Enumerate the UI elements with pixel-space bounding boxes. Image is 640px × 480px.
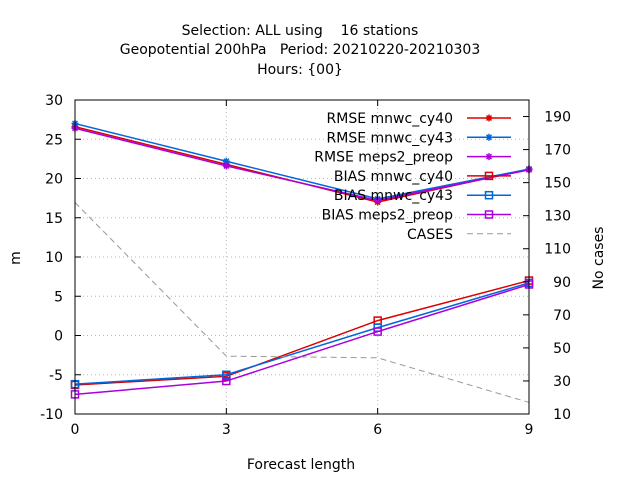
legend-label: BIAS mnwc_cy40 bbox=[334, 169, 453, 185]
y-tick-label: 25 bbox=[45, 132, 63, 148]
y-axis-label: m bbox=[8, 251, 24, 265]
legend-marker bbox=[484, 171, 494, 181]
x-tick-label: 9 bbox=[525, 422, 534, 438]
y-tick-label: 10 bbox=[45, 250, 63, 266]
legend: RMSE mnwc_cy40 RMSE mnwc_cy43 RMSE meps2_p… bbox=[314, 111, 511, 243]
legend-label: RMSE meps2_preop bbox=[314, 150, 453, 166]
y2-tick-label: 170 bbox=[544, 143, 571, 159]
legend-marker bbox=[485, 153, 493, 161]
y-tick-label: 5 bbox=[54, 289, 63, 305]
legend-marker bbox=[485, 133, 493, 141]
legend-marker bbox=[484, 190, 494, 200]
series-line-2 bbox=[74, 122, 530, 200]
x-tick-label: 0 bbox=[71, 422, 80, 438]
y2-tick-label: 70 bbox=[553, 308, 571, 324]
y-tick-label: -10 bbox=[40, 407, 63, 423]
legend-label: RMSE mnwc_cy40 bbox=[327, 111, 453, 127]
x-tick-label: 6 bbox=[373, 422, 382, 438]
legend-marker bbox=[484, 210, 494, 219]
series-line-7 bbox=[74, 202, 530, 403]
grid-lines bbox=[75, 100, 529, 414]
y2-tick-label: 110 bbox=[544, 242, 571, 258]
series-line-5 bbox=[74, 282, 530, 385]
data-point-series-6 bbox=[222, 376, 231, 386]
y-tick-label: 15 bbox=[45, 211, 63, 227]
data-point-series-6 bbox=[373, 327, 382, 336]
y-tick-label: -5 bbox=[49, 368, 63, 384]
legend-marker bbox=[485, 114, 493, 122]
y2-tick-label: 190 bbox=[544, 110, 571, 126]
chart-title-line-1: Selection: ALL using 16 stations bbox=[182, 23, 419, 39]
y2-tick-label: 130 bbox=[544, 209, 571, 225]
data-point-series-3 bbox=[222, 162, 230, 170]
axis-ticks: 0 3 6 9 -10 -5 0 5 10 15 20 25 30 10 30 50 70 90 110 130 150… bbox=[40, 93, 571, 438]
chart-title-line-3: Hours: {00} bbox=[257, 62, 343, 78]
series-line-1 bbox=[74, 125, 530, 203]
y2-axis-label: No cases bbox=[591, 227, 607, 290]
y2-tick-label: 150 bbox=[544, 176, 571, 192]
y2-tick-label: 90 bbox=[553, 275, 571, 291]
x-axis-label: Forecast length bbox=[247, 457, 355, 473]
data-point-series-3 bbox=[374, 196, 382, 204]
y-tick-label: 30 bbox=[45, 93, 63, 109]
x-tick-label: 3 bbox=[222, 422, 231, 438]
legend-label: BIAS mnwc_cy43 bbox=[334, 188, 453, 204]
y2-tick-label: 50 bbox=[553, 341, 571, 357]
y2-tick-label: 30 bbox=[553, 374, 571, 390]
legend-label: RMSE mnwc_cy43 bbox=[327, 130, 453, 146]
chart-title-line-2: Geopotential 200hPa Period: 20210220-202… bbox=[120, 42, 480, 58]
series-line-3 bbox=[74, 127, 530, 202]
series-line-4 bbox=[74, 279, 530, 386]
legend-label: CASES bbox=[407, 227, 453, 243]
y-tick-label: 20 bbox=[45, 172, 63, 188]
series-line-6 bbox=[74, 283, 530, 396]
plot-frame bbox=[74, 99, 530, 415]
series-layer bbox=[70, 120, 534, 403]
legend-label: BIAS meps2_preop bbox=[322, 208, 454, 224]
y-tick-label: 0 bbox=[54, 329, 63, 345]
y2-tick-label: 10 bbox=[553, 407, 571, 423]
